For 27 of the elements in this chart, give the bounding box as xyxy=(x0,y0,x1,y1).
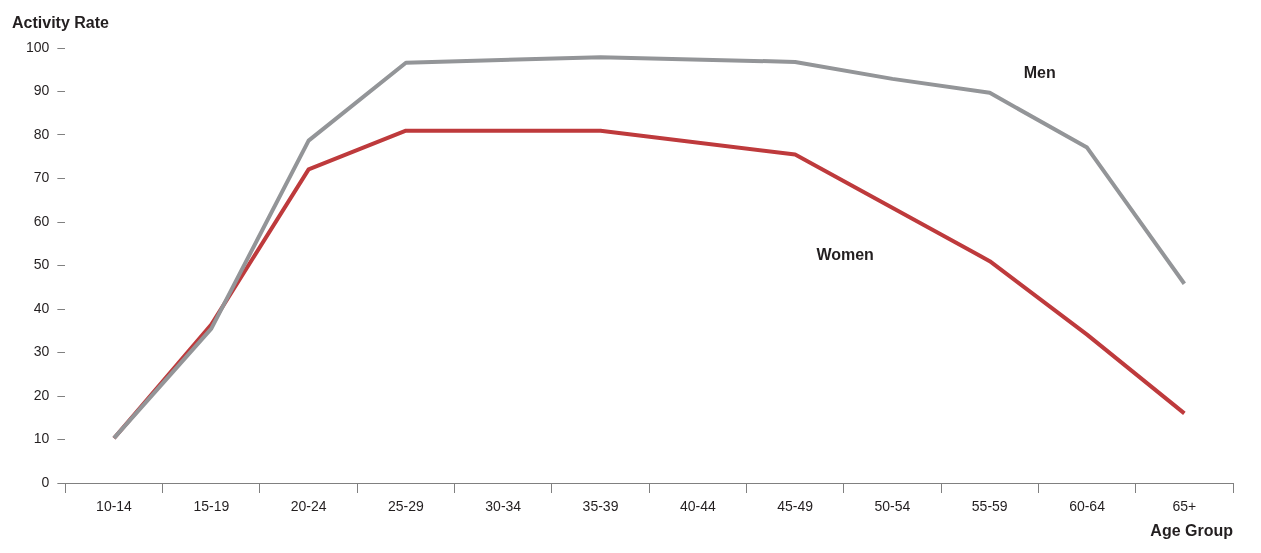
y-tick-label: 30 xyxy=(33,343,50,360)
x-tick-label: 20-24 xyxy=(290,498,327,515)
y-tick-label: 60 xyxy=(33,212,50,229)
x-tick-label: 45-49 xyxy=(777,498,814,515)
y-axis-title: Activity Rate xyxy=(12,14,110,31)
x-tick-label: 35-39 xyxy=(582,498,619,515)
x-tick-label: 10-14 xyxy=(96,498,133,515)
y-tick-label: 90 xyxy=(33,82,50,99)
x-tick-label: 15-19 xyxy=(193,498,230,515)
y-tick-label: 0 xyxy=(41,473,50,490)
y-tick-label: 70 xyxy=(33,169,50,186)
x-tick-label: 40-44 xyxy=(679,498,716,515)
y-tick-label: 80 xyxy=(33,125,50,142)
x-tick-label: 30-34 xyxy=(485,498,522,515)
y-tick-label: 20 xyxy=(33,386,50,403)
y-tick-label: 40 xyxy=(33,299,50,316)
x-axis-title: Age Group xyxy=(1150,521,1234,539)
x-tick-label: 25-29 xyxy=(388,498,425,515)
x-tick-label: 50-54 xyxy=(874,498,911,515)
y-tick-label: 50 xyxy=(33,256,50,273)
series-label: Men xyxy=(1023,63,1056,81)
text: Women xyxy=(816,245,874,263)
x-tick-label: 55-59 xyxy=(971,498,1008,515)
x-tick-label: 60-64 xyxy=(1069,498,1106,515)
y-tick-label: 100 xyxy=(26,38,50,55)
y-tick-label: 10 xyxy=(33,430,50,447)
x-tick-label: 65+ xyxy=(1172,498,1197,515)
